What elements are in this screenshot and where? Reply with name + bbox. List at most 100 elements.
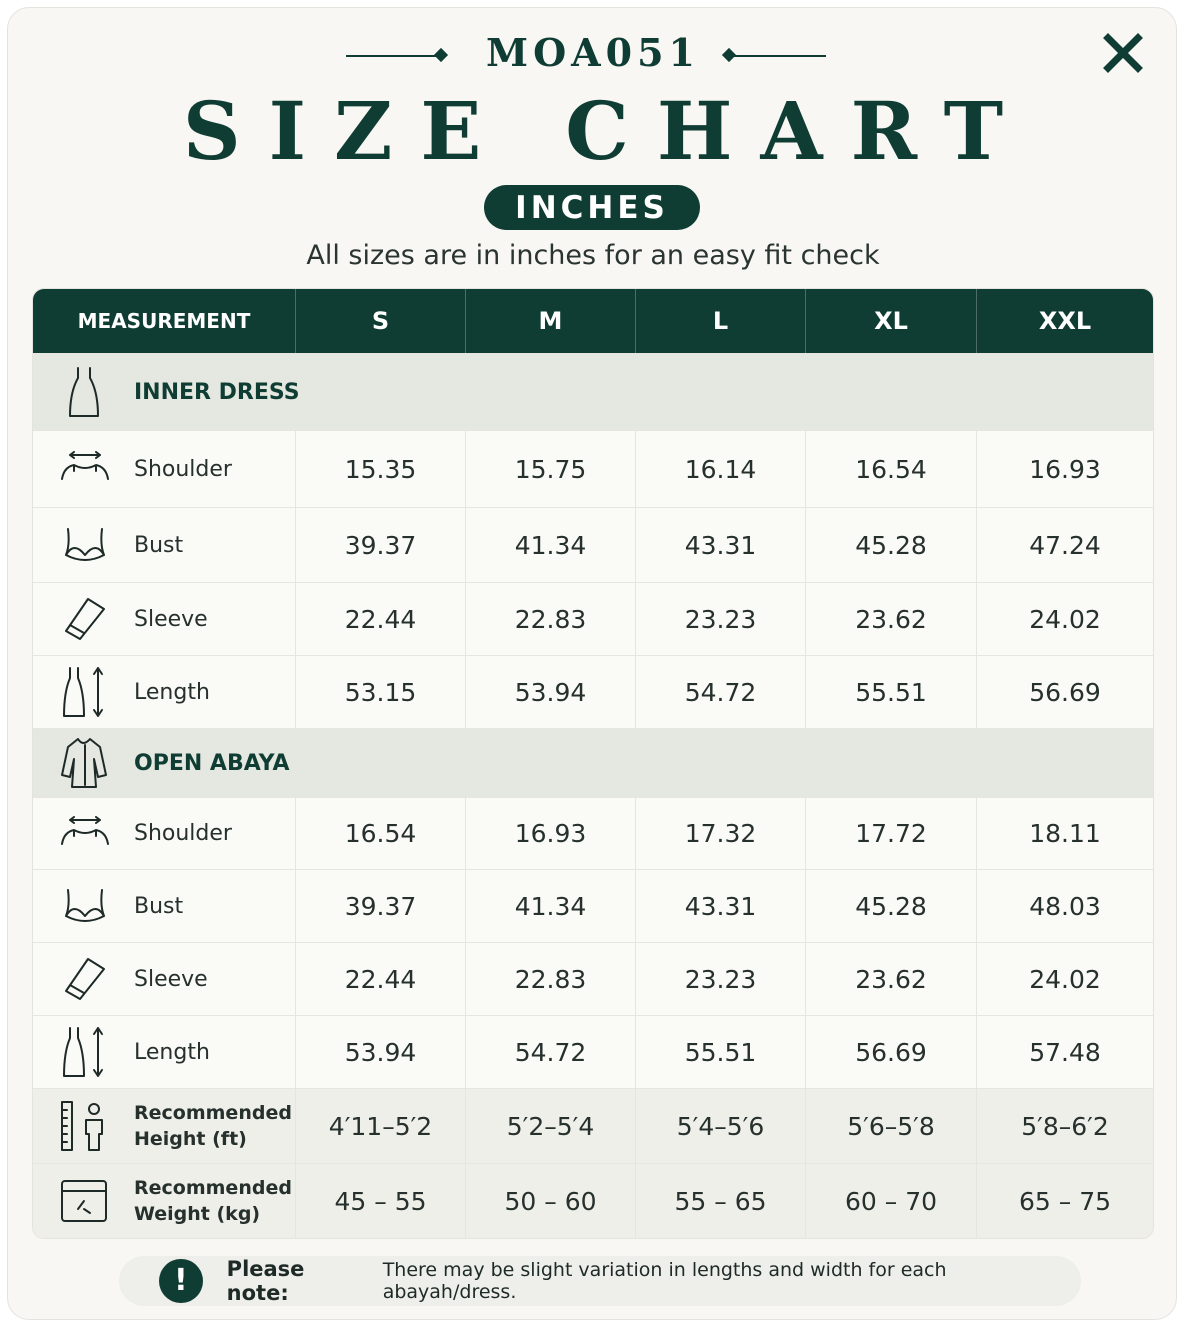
section-row: INNER DRESS: [33, 353, 1153, 430]
label-cell: Sleeve: [33, 582, 295, 655]
measurement-label: Bust: [134, 532, 184, 558]
label: Recommended Height (ft): [34, 1100, 294, 1152]
label: Shoulder: [34, 451, 294, 487]
icon: [58, 366, 112, 418]
value-cell: 45.28: [805, 507, 976, 582]
value-cell: 41.34: [465, 507, 635, 582]
label-cell: Bust: [33, 869, 295, 942]
label-cell: Recommended Height (ft): [33, 1088, 295, 1163]
value-cell: 16.54: [295, 797, 465, 869]
measurement-label: Sleeve: [134, 606, 208, 632]
value-cell: 39.37: [295, 507, 465, 582]
measurement-label: Bust: [134, 893, 184, 919]
value-cell: 55.51: [805, 655, 976, 728]
label-cell: Sleeve: [33, 942, 295, 1015]
subtitle: All sizes are in inches for an easy fit …: [306, 240, 880, 271]
column-header: XL: [805, 289, 976, 353]
value-cell: 16.93: [976, 430, 1153, 507]
value-cell: 16.93: [465, 797, 635, 869]
table-body: INNER DRESS Shoulder 15.35 15.75 16.14 16.54 1…: [33, 353, 1153, 1238]
measurement-row: Shoulder 16.54 16.93 17.32 17.72 18.11: [33, 797, 1153, 869]
note-icon: !: [159, 1259, 203, 1303]
value-cell: 23.23: [635, 582, 805, 655]
label-cell: Recommended Weight (kg): [33, 1163, 295, 1238]
value-cell: 47.24: [976, 507, 1153, 582]
icon: [58, 1100, 112, 1152]
icon: [58, 666, 112, 718]
value-cell: 24.02: [976, 942, 1153, 1015]
label-cell: Shoulder: [33, 797, 295, 869]
value-cell: 15.75: [465, 430, 635, 507]
measurement-label: Shoulder: [134, 456, 232, 482]
icon: [58, 451, 112, 487]
value-cell: 5′4–5′6: [635, 1088, 805, 1163]
value-cell: 24.02: [976, 582, 1153, 655]
measurement-label: Sleeve: [134, 966, 208, 992]
value-cell: 22.83: [465, 942, 635, 1015]
measurement-row: Bust 39.37 41.34 43.31 45.28 47.24: [33, 507, 1153, 582]
value-cell: 53.94: [295, 1015, 465, 1088]
value-cell: 54.72: [635, 655, 805, 728]
section-row: OPEN ABAYA: [33, 728, 1153, 797]
value-cell: 53.15: [295, 655, 465, 728]
section-cell: INNER DRESS: [33, 353, 1153, 430]
value-cell: 23.23: [635, 942, 805, 1015]
icon: [58, 886, 112, 926]
label: Bust: [34, 525, 294, 565]
value-cell: 57.48: [976, 1015, 1153, 1088]
measurement-row: Length 53.15 53.94 54.72 55.51 56.69: [33, 655, 1153, 728]
label: Recommended Weight (kg): [34, 1175, 294, 1227]
value-cell: 45.28: [805, 869, 976, 942]
column-header: L: [635, 289, 805, 353]
value-cell: 60 – 70: [805, 1163, 976, 1238]
icon: [58, 1179, 112, 1223]
size-table: MEASUREMENT S M L XL XXL INNER DRESS Shoulder 1…: [32, 288, 1154, 1239]
label-cell: Length: [33, 1015, 295, 1088]
label-cell: Length: [33, 655, 295, 728]
label: OPEN ABAYA: [34, 737, 1152, 789]
column-header: XXL: [976, 289, 1153, 353]
value-cell: 50 – 60: [465, 1163, 635, 1238]
value-cell: 54.72: [465, 1015, 635, 1088]
value-cell: 5′6–5′8: [805, 1088, 976, 1163]
unit-badge: INCHES: [484, 185, 700, 230]
measurement-label: Shoulder: [134, 821, 232, 846]
value-cell: 43.31: [635, 507, 805, 582]
note-label: Please note:: [226, 1257, 305, 1305]
value-cell: 16.54: [805, 430, 976, 507]
section-title: INNER DRESS: [134, 379, 300, 405]
measurement-row: Length 53.94 54.72 55.51 56.69 57.48: [33, 1015, 1153, 1088]
label: INNER DRESS: [34, 366, 1152, 418]
section-cell: OPEN ABAYA: [33, 728, 1153, 797]
value-cell: 23.62: [805, 582, 976, 655]
label-cell: Bust: [33, 507, 295, 582]
measurement-row: Sleeve 22.44 22.83 23.23 23.62 24.02: [33, 942, 1153, 1015]
section-title: OPEN ABAYA: [134, 750, 290, 776]
value-cell: 56.69: [805, 1015, 976, 1088]
value-cell: 41.34: [465, 869, 635, 942]
icon: [58, 737, 112, 789]
value-cell: 53.94: [465, 655, 635, 728]
recommendation-row: Recommended Weight (kg) 45 – 55 50 – 60 55 …: [33, 1163, 1153, 1238]
value-cell: 55.51: [635, 1015, 805, 1088]
value-cell: 18.11: [976, 797, 1153, 869]
title: SIZE CHART: [182, 84, 1032, 178]
column-header: M: [465, 289, 635, 353]
icon: [58, 957, 112, 1001]
measurement-row: Sleeve 22.44 22.83 23.23 23.62 24.02: [33, 582, 1153, 655]
note-text: There may be slight variation in lengths…: [382, 1259, 947, 1303]
value-cell: 45 – 55: [295, 1163, 465, 1238]
close-button[interactable]: [1100, 30, 1146, 76]
icon: [58, 815, 112, 852]
decoration: [734, 55, 826, 57]
header-row: MEASUREMENT S M L XL XXL: [33, 289, 1153, 353]
measurement-row: Shoulder 15.35 15.75 16.14 16.54 16.93: [33, 430, 1153, 507]
value-cell: 39.37: [295, 869, 465, 942]
value-cell: 16.14: [635, 430, 805, 507]
value-cell: 17.32: [635, 797, 805, 869]
value-cell: 65 – 75: [976, 1163, 1153, 1238]
value-cell: 4′11–5′2: [295, 1088, 465, 1163]
measurement-label: Length: [134, 1039, 210, 1065]
column-header: S: [295, 289, 465, 353]
